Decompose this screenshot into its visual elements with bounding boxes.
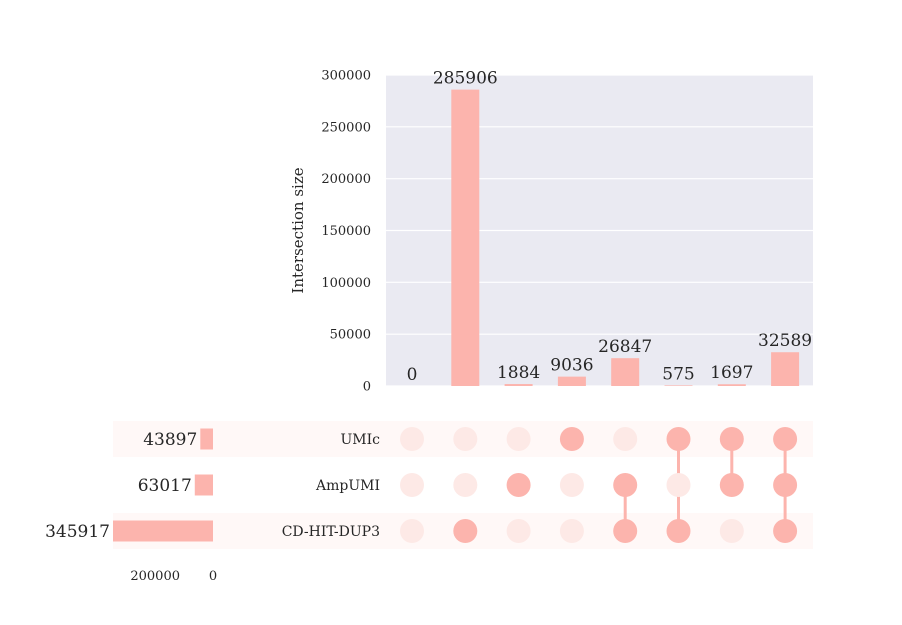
matrix-dot-active bbox=[506, 473, 531, 497]
matrix-dot-active bbox=[773, 427, 798, 451]
matrix-dot-active bbox=[666, 519, 691, 543]
matrix-dot-inactive bbox=[400, 473, 424, 497]
intersection-bar bbox=[771, 352, 800, 386]
matrix-dot-inactive bbox=[506, 519, 531, 543]
intersection-bar bbox=[451, 89, 480, 386]
matrix-dot-inactive bbox=[559, 519, 584, 543]
intersection-bar-label: 1697 bbox=[710, 363, 753, 383]
matrix-dot-inactive bbox=[400, 519, 424, 543]
matrix-dot-inactive bbox=[719, 519, 744, 543]
set-size-label: 43897 bbox=[143, 430, 197, 450]
set-name-label: UMIc bbox=[340, 432, 380, 448]
y-tick-label: 0 bbox=[363, 380, 371, 395]
matrix-dot-active bbox=[719, 427, 744, 451]
matrix-dot-inactive bbox=[613, 427, 638, 451]
set-size-tick-label: 200000 bbox=[130, 569, 180, 584]
intersection-bar-label: 32589 bbox=[758, 331, 812, 351]
matrix-dot-active bbox=[773, 473, 798, 497]
matrix-dot-inactive bbox=[453, 427, 478, 451]
set-size-bar bbox=[113, 520, 213, 542]
set-size-label: 345917 bbox=[45, 522, 110, 542]
intersection-bar bbox=[504, 384, 533, 386]
set-size-label: 63017 bbox=[138, 476, 192, 496]
y-tick-label: 50000 bbox=[330, 328, 371, 343]
matrix-dot-active bbox=[719, 473, 744, 497]
matrix-dot-active bbox=[559, 427, 584, 451]
y-axis-ticks: 0 50000 100000 150000 200000 250000 300000 bbox=[321, 69, 371, 395]
intersection-bar-label: 9036 bbox=[550, 356, 593, 376]
intersection-bar bbox=[664, 385, 693, 386]
matrix-dot-active bbox=[453, 519, 478, 543]
matrix-dot-inactive bbox=[453, 473, 478, 497]
intersection-bar-label: 1884 bbox=[497, 363, 540, 383]
set-name-label: CD-HIT-DUP3 bbox=[282, 524, 380, 540]
set-size-bar bbox=[194, 474, 213, 496]
matrix-dots bbox=[400, 427, 798, 543]
y-axis-title: Intersection size bbox=[289, 167, 307, 293]
set-size-bar bbox=[200, 428, 213, 450]
intersection-bar bbox=[717, 384, 746, 386]
matrix-dot-inactive bbox=[666, 473, 691, 497]
matrix-dot-inactive bbox=[400, 427, 424, 451]
set-name-label: AmpUMI bbox=[315, 478, 380, 494]
matrix-dot-active bbox=[613, 473, 638, 497]
y-tick-label: 200000 bbox=[321, 172, 371, 187]
y-tick-label: 300000 bbox=[321, 69, 371, 84]
intersection-bar-label: 0 bbox=[407, 365, 418, 385]
set-size-bars: 43897 63017 345917 bbox=[45, 428, 213, 542]
matrix-dot-inactive bbox=[559, 473, 584, 497]
set-size-axis-ticks: 200000 0 bbox=[130, 569, 217, 584]
y-tick-label: 250000 bbox=[321, 120, 371, 135]
intersection-bar bbox=[557, 376, 586, 386]
matrix-dot-active bbox=[773, 519, 798, 543]
y-tick-label: 100000 bbox=[321, 276, 371, 291]
y-tick-label: 150000 bbox=[321, 224, 371, 239]
matrix-dot-active bbox=[613, 519, 638, 543]
intersection-bar-label: 26847 bbox=[598, 337, 652, 357]
set-size-tick-label: 0 bbox=[209, 569, 217, 584]
intersection-bar-label: 285906 bbox=[433, 69, 498, 89]
set-name-labels: UMIc AmpUMI CD-HIT-DUP3 bbox=[282, 432, 380, 540]
intersection-bar bbox=[611, 358, 640, 386]
intersection-bar-label: 575 bbox=[662, 364, 694, 384]
matrix-dot-active bbox=[666, 427, 691, 451]
matrix-row-shading bbox=[113, 421, 813, 549]
matrix-dot-inactive bbox=[506, 427, 531, 451]
